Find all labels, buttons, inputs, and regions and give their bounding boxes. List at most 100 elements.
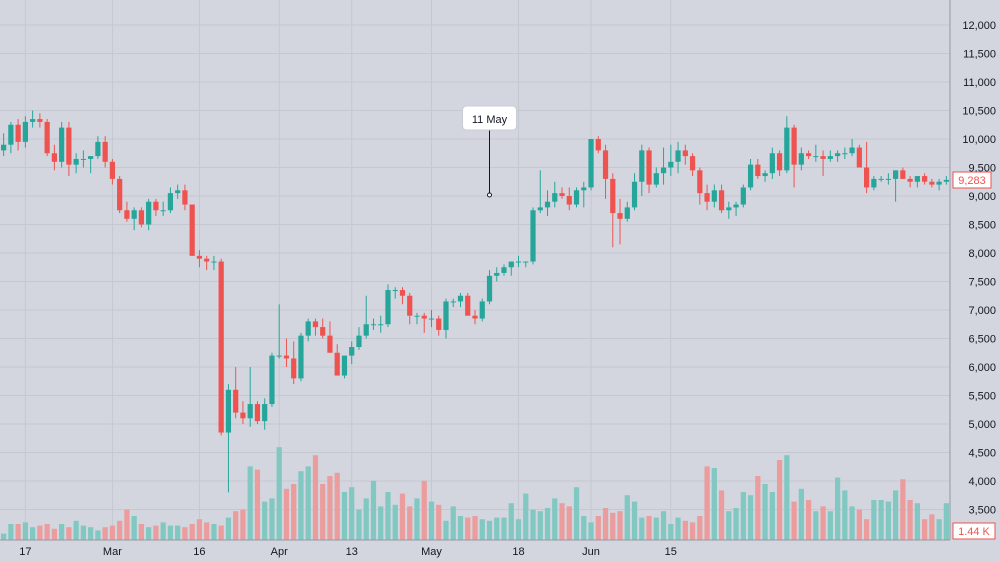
vertical-gridlines bbox=[24, 0, 672, 540]
candle bbox=[160, 201, 166, 216]
volume-bar bbox=[755, 476, 761, 540]
candle bbox=[660, 147, 667, 185]
candle-body bbox=[573, 190, 580, 205]
candle bbox=[827, 150, 833, 162]
last-price-box bbox=[952, 171, 992, 189]
candle-body bbox=[740, 187, 746, 205]
candle-body bbox=[559, 193, 565, 196]
volume-bar bbox=[30, 527, 36, 540]
price-tick-label: 5,000 bbox=[968, 419, 996, 431]
candle bbox=[320, 318, 326, 339]
volume-bar bbox=[733, 508, 739, 540]
candle-body bbox=[784, 127, 790, 171]
volume-bar bbox=[842, 490, 848, 540]
candle bbox=[494, 267, 500, 282]
price-tick-label: 8,000 bbox=[968, 248, 996, 260]
candle-body bbox=[943, 179, 949, 182]
candle bbox=[704, 184, 710, 211]
candle bbox=[755, 158, 761, 179]
volume-bar bbox=[363, 498, 369, 540]
candle-body bbox=[791, 127, 797, 165]
candle bbox=[102, 136, 108, 168]
volume-bar bbox=[95, 530, 101, 540]
volume-bar bbox=[117, 520, 123, 540]
volume-bar bbox=[675, 517, 681, 540]
volume-bar bbox=[182, 527, 188, 540]
candle bbox=[595, 136, 601, 154]
candle bbox=[501, 264, 507, 276]
candle bbox=[22, 116, 28, 148]
volume-bar bbox=[631, 501, 638, 540]
candle-body bbox=[813, 156, 819, 158]
candle bbox=[95, 136, 101, 159]
candle bbox=[863, 141, 870, 194]
volume-bar bbox=[392, 504, 398, 540]
candle-body bbox=[44, 121, 50, 154]
volume-bar bbox=[73, 520, 79, 540]
candle-body bbox=[356, 335, 362, 348]
volume-bar bbox=[291, 484, 297, 540]
volume-bar bbox=[617, 511, 623, 540]
candle bbox=[269, 352, 275, 407]
volume-bar bbox=[689, 522, 696, 540]
candle-body bbox=[668, 161, 674, 168]
volume-bar bbox=[146, 527, 152, 540]
volume-bar bbox=[791, 501, 797, 540]
candle bbox=[407, 292, 413, 325]
volume-bar bbox=[559, 503, 565, 540]
volume-bar bbox=[370, 480, 377, 540]
candle-body bbox=[334, 352, 340, 376]
candle bbox=[523, 261, 529, 268]
candle-body bbox=[312, 321, 319, 328]
volume-bar bbox=[59, 524, 65, 540]
candle-body bbox=[88, 156, 94, 159]
candle-body bbox=[233, 389, 239, 413]
volume-bar bbox=[102, 527, 108, 540]
candle-body bbox=[523, 261, 529, 263]
volume-bar bbox=[472, 516, 478, 540]
candle-body bbox=[109, 161, 116, 179]
candle bbox=[44, 119, 50, 157]
volume-bar bbox=[356, 509, 362, 540]
price-tick-label: 11,000 bbox=[963, 77, 996, 89]
candle bbox=[798, 147, 804, 171]
volume-bar bbox=[544, 508, 551, 540]
volume-bar bbox=[269, 498, 275, 540]
volume-bar bbox=[711, 468, 717, 540]
volume-bar bbox=[856, 509, 862, 540]
candle-body bbox=[610, 178, 616, 214]
candle-body bbox=[218, 261, 224, 433]
candle-body bbox=[124, 210, 130, 219]
volume-bar bbox=[189, 524, 195, 540]
candle bbox=[450, 298, 456, 308]
candle-body bbox=[776, 153, 783, 171]
candle bbox=[740, 184, 746, 208]
candle-body bbox=[805, 153, 812, 157]
candle bbox=[552, 181, 558, 208]
candle bbox=[668, 144, 674, 177]
candle-body bbox=[530, 210, 536, 262]
volume-bar bbox=[349, 487, 355, 540]
volume-bar bbox=[682, 520, 688, 540]
candle-body bbox=[131, 210, 137, 219]
last-volume-label: 1.44 K bbox=[958, 526, 990, 538]
price-tick-label: 3,500 bbox=[968, 505, 996, 517]
candle-body bbox=[269, 355, 275, 405]
candle bbox=[124, 201, 130, 222]
candle-body bbox=[428, 318, 435, 320]
candle bbox=[900, 167, 906, 179]
price-tick-label: 8,500 bbox=[968, 220, 996, 232]
time-tick-label: 13 bbox=[346, 546, 358, 558]
candle-body bbox=[588, 139, 594, 188]
candle bbox=[146, 198, 152, 231]
candle-body bbox=[602, 150, 609, 179]
volume-bar bbox=[834, 477, 841, 540]
volume-bar bbox=[566, 506, 572, 540]
price-tick-label: 4,500 bbox=[968, 448, 996, 460]
candle-body bbox=[37, 119, 43, 122]
candle bbox=[718, 184, 725, 214]
candle-body bbox=[254, 404, 261, 422]
volume-bar bbox=[863, 519, 870, 540]
candle bbox=[225, 384, 232, 493]
